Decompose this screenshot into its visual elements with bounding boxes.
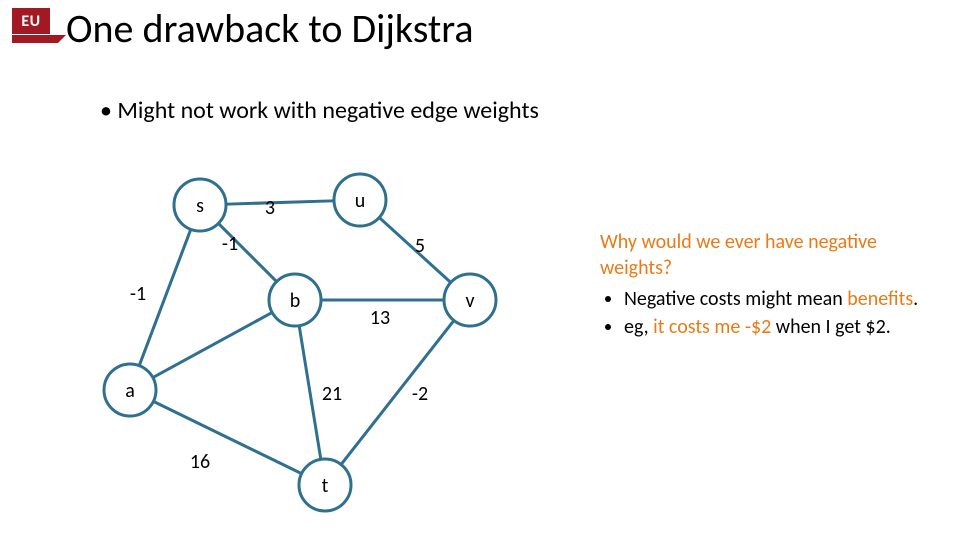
side-list: Negative costs might mean benefits.eg, i… — [600, 287, 930, 340]
edge-label: 21 — [322, 382, 342, 406]
graph-edge — [139, 229, 191, 365]
side-list-highlight: benefits — [847, 287, 913, 311]
node-label: v — [465, 289, 474, 313]
graph-edge — [341, 320, 454, 464]
node-label: a — [125, 379, 135, 403]
edge-label: 5 — [415, 234, 425, 258]
side-list-item: eg, it costs me -$2 when I get $2. — [624, 315, 930, 341]
side-list-item: Negative costs might mean benefits. — [624, 287, 930, 313]
node-label: b — [290, 289, 301, 313]
edge-label: -1 — [130, 282, 146, 306]
edge-label: 16 — [190, 450, 210, 474]
node-label: u — [355, 189, 366, 213]
node-label: s — [196, 194, 204, 218]
node-label: t — [322, 474, 329, 498]
side-question: Why would we ever have negative weights? — [600, 230, 930, 281]
edge-label: -1 — [222, 232, 238, 256]
edge-label: 3 — [265, 196, 275, 220]
graph-edge — [153, 312, 272, 377]
graph-edge — [226, 201, 334, 204]
side-list-highlight: it costs me -$2 — [653, 315, 771, 339]
side-note: Why would we ever have negative weights?… — [600, 230, 930, 342]
graph-edge — [299, 326, 321, 460]
graph-edge — [153, 401, 301, 473]
edge-label: 13 — [370, 306, 390, 330]
edge-label: -2 — [412, 382, 428, 406]
